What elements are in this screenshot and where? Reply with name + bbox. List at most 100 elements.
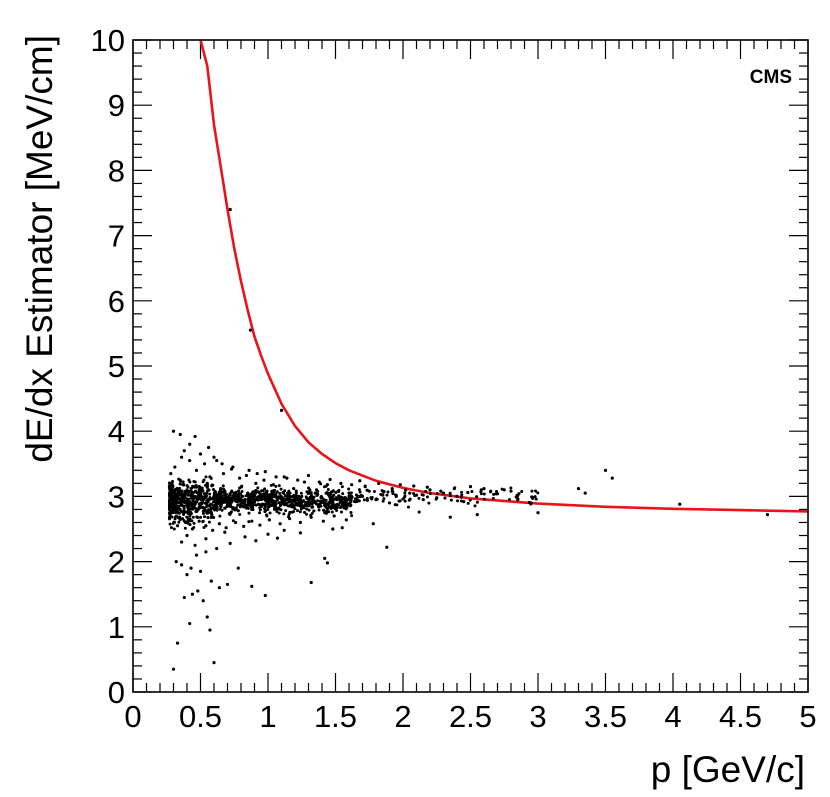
- data-point: [209, 502, 213, 506]
- y-axis-title: dE/dx Estimator [MeV/cm]: [19, 35, 60, 463]
- data-point: [214, 503, 218, 507]
- data-point: [203, 515, 207, 519]
- data-point: [169, 486, 173, 490]
- data-point: [517, 492, 521, 496]
- data-point: [247, 520, 251, 524]
- data-point: [439, 489, 443, 493]
- data-point: [180, 540, 184, 544]
- data-point: [181, 517, 185, 521]
- data-point: [199, 505, 203, 509]
- data-point: [191, 507, 195, 511]
- data-point: [210, 513, 214, 517]
- data-point: [208, 509, 212, 513]
- data-point: [218, 507, 222, 511]
- data-point: [190, 592, 194, 596]
- data-point: [170, 483, 174, 487]
- data-point: [500, 487, 504, 491]
- data-point: [358, 495, 362, 499]
- data-point: [187, 490, 191, 494]
- data-point: [428, 492, 432, 496]
- data-point: [265, 500, 269, 504]
- data-point: [193, 543, 197, 547]
- data-point: [183, 526, 187, 530]
- data-point: [185, 515, 189, 519]
- data-point: [344, 499, 348, 503]
- data-point: [509, 486, 513, 490]
- data-point: [371, 522, 375, 526]
- y-tick-label: 8: [108, 153, 125, 188]
- data-point: [173, 501, 177, 505]
- data-point: [174, 509, 178, 513]
- data-point: [188, 442, 192, 446]
- data-point: [206, 511, 210, 515]
- data-point: [339, 506, 343, 510]
- data-point: [516, 497, 520, 501]
- data-point: [242, 524, 246, 528]
- x-tick-label: 3: [529, 699, 546, 734]
- data-point: [448, 494, 452, 498]
- data-point: [182, 483, 186, 487]
- y-tick-label: 6: [108, 284, 125, 319]
- data-point: [335, 498, 339, 502]
- data-point: [279, 487, 283, 491]
- data-point: [198, 452, 203, 456]
- data-point: [357, 488, 361, 492]
- data-point: [358, 479, 362, 483]
- data-point: [176, 506, 180, 510]
- x-tick-label: 5: [799, 699, 816, 734]
- data-point: [194, 468, 199, 472]
- data-point: [231, 465, 235, 469]
- data-point: [265, 491, 269, 495]
- data-point: [459, 495, 463, 499]
- data-point: [217, 497, 221, 501]
- data-point: [425, 495, 429, 499]
- data-point: [222, 487, 226, 491]
- data-point: [290, 510, 294, 514]
- data-point: [226, 501, 230, 505]
- data-point: [533, 495, 537, 499]
- data-point: [238, 512, 242, 516]
- data-point: [204, 509, 208, 513]
- data-point: [306, 473, 311, 478]
- y-tick-label: 1: [108, 610, 125, 645]
- data-point: [362, 498, 366, 502]
- x-tick-label: 0.5: [179, 699, 222, 734]
- data-point: [507, 498, 511, 502]
- data-point: [494, 492, 498, 496]
- data-point: [171, 479, 175, 483]
- data-point: [221, 471, 226, 476]
- data-point: [215, 458, 219, 463]
- data-point: [340, 526, 344, 530]
- data-point: [282, 503, 286, 507]
- data-point: [186, 506, 190, 510]
- data-point: [319, 482, 323, 486]
- data-point: [296, 502, 300, 506]
- data-point: [448, 515, 452, 519]
- data-point: [248, 503, 252, 507]
- data-point: [323, 556, 327, 560]
- data-point: [247, 496, 251, 500]
- data-point: [186, 493, 190, 497]
- data-point: [282, 512, 286, 516]
- data-point: [338, 500, 342, 504]
- data-point: [348, 495, 352, 499]
- data-point: [223, 491, 227, 495]
- data-point: [344, 518, 348, 522]
- data-point: [247, 511, 251, 515]
- data-point: [191, 515, 195, 519]
- data-point: [353, 497, 357, 501]
- data-point: [292, 486, 296, 491]
- data-point: [312, 509, 316, 513]
- data-point: [186, 519, 190, 523]
- data-point: [288, 491, 292, 495]
- data-point: [435, 491, 439, 495]
- data-point: [459, 499, 463, 503]
- data-point: [191, 484, 195, 488]
- data-point: [210, 483, 214, 487]
- data-point: [200, 486, 204, 490]
- data-point: [482, 486, 486, 491]
- data-point: [349, 499, 353, 503]
- data-point: [177, 488, 181, 492]
- data-point: [424, 489, 428, 493]
